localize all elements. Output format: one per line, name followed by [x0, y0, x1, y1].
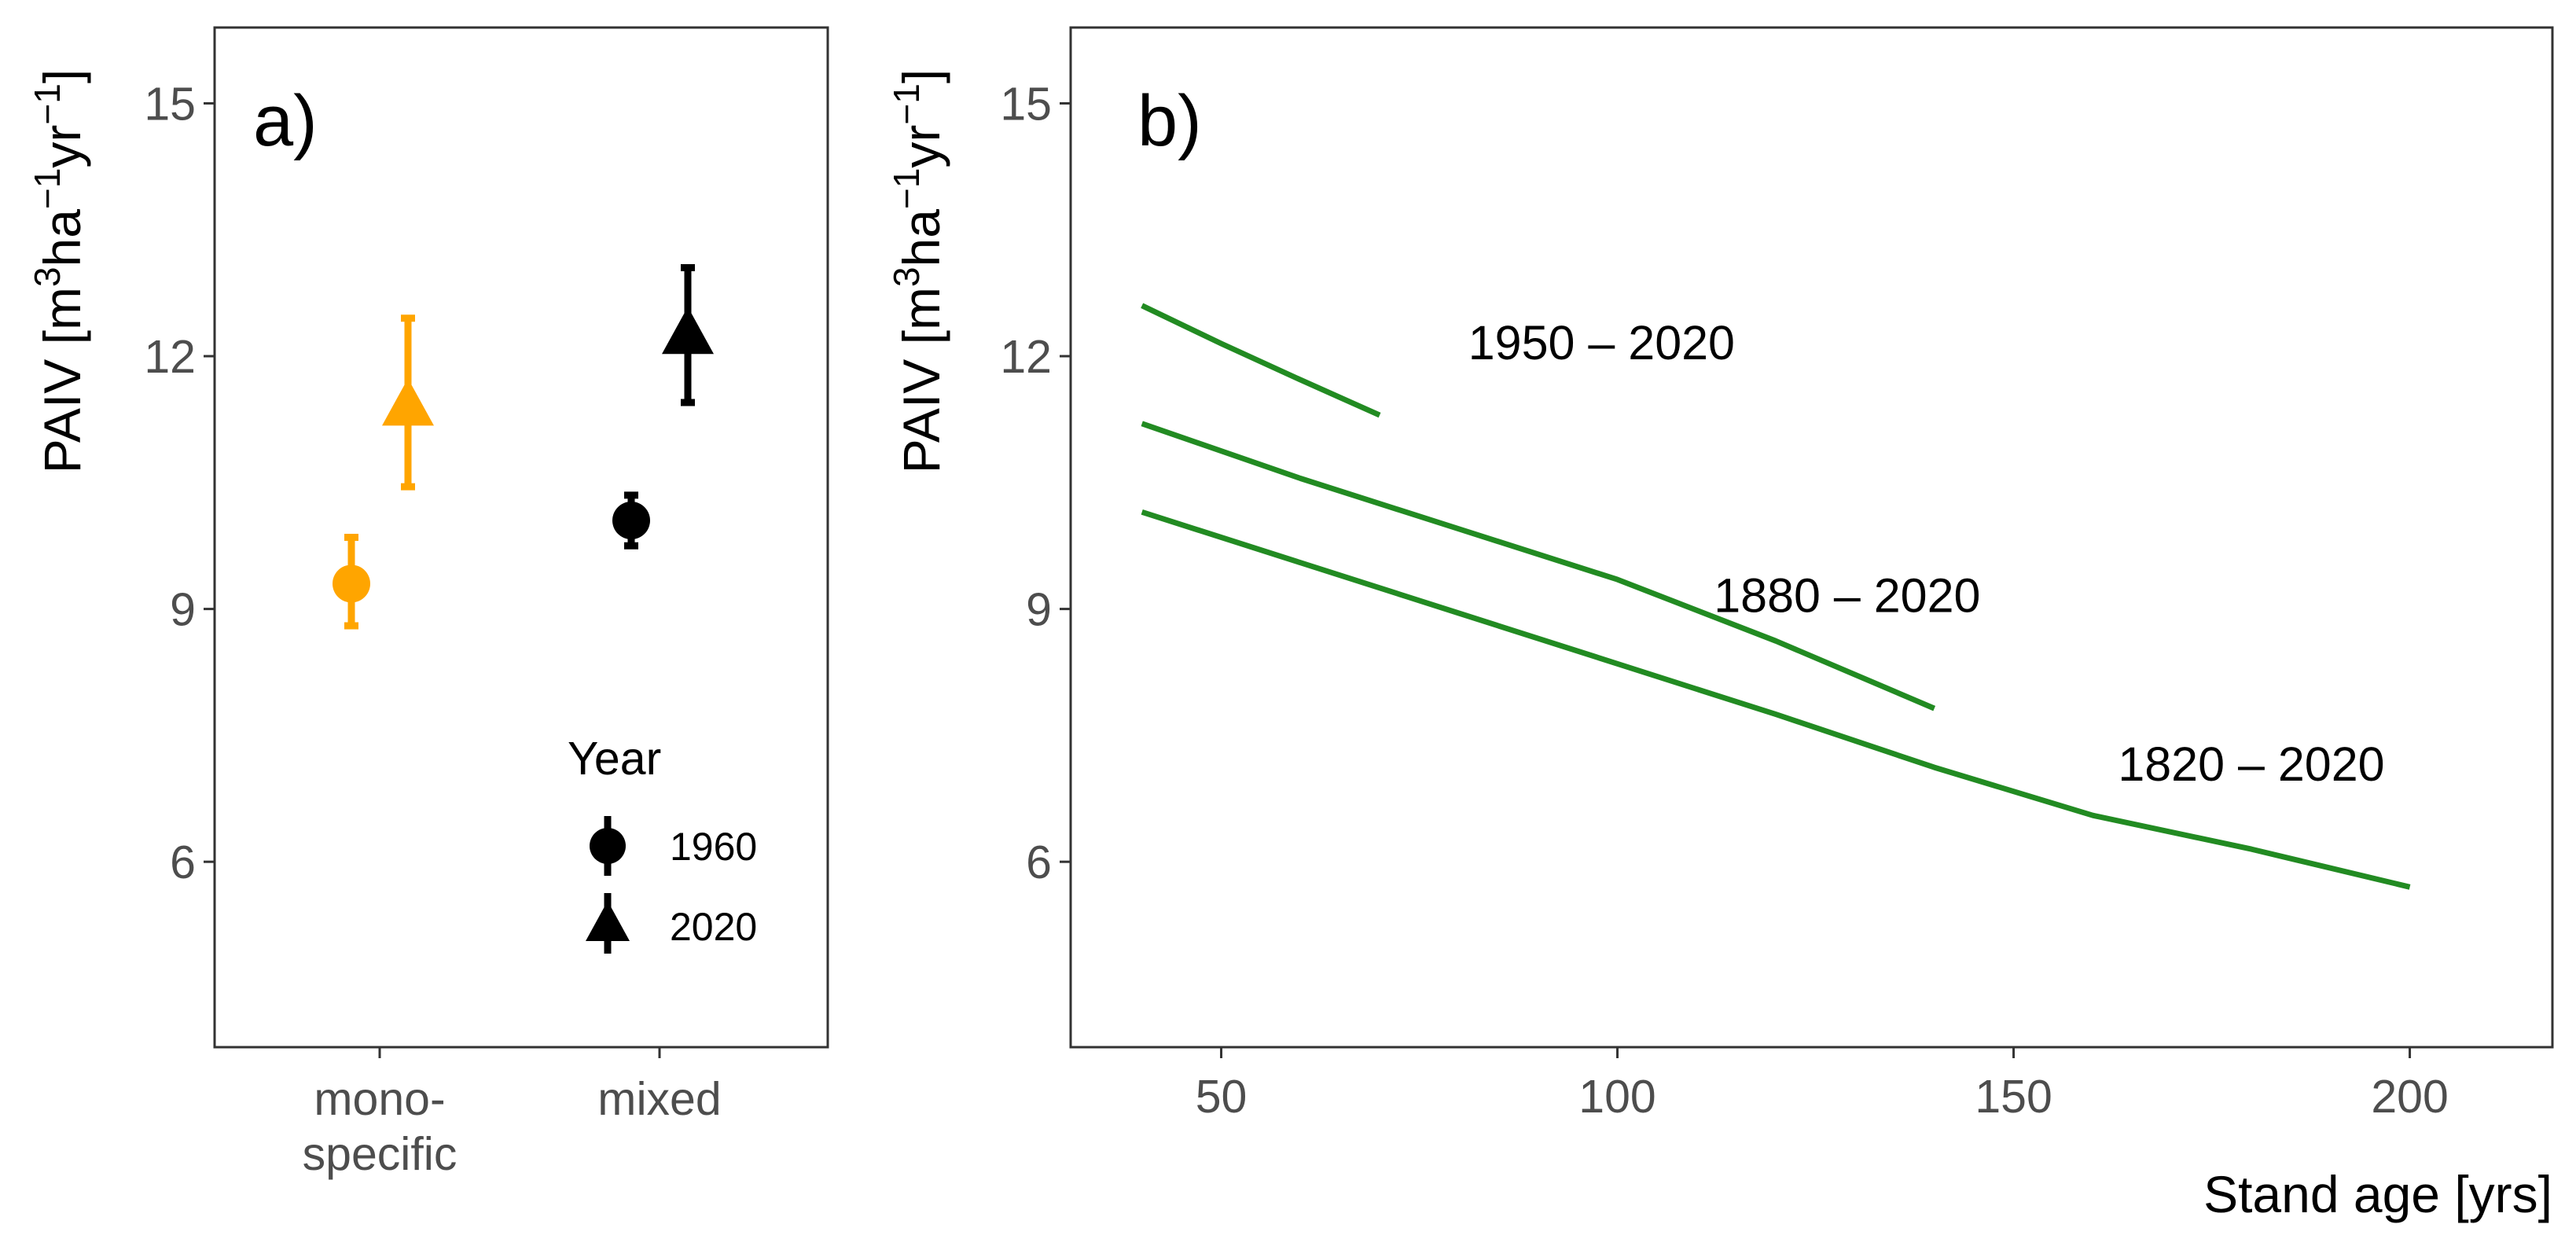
panel-a-x-ticks: mono-specific mixed	[303, 1047, 722, 1180]
panel-b-y-axis-title: PAIV [m3ha−1yr−1]	[886, 69, 950, 473]
a-point-2020	[662, 307, 714, 355]
b-line-series	[1141, 509, 2411, 890]
b-annotation-label: 1950 – 2020	[1468, 316, 1735, 369]
panel-a-y-axis-title: PAIV [m3ha−1yr−1]	[27, 69, 91, 473]
panel-a: a) 6 9 12 15 mono-specific mixed PAIV [m3ha−…	[27, 26, 829, 1180]
a-y-tick-label: 15	[144, 78, 196, 130]
a-y-tick-label: 12	[144, 331, 196, 383]
panel-b-x-axis-title: Stand age [yrs]	[2203, 1165, 2552, 1223]
legend: Year 1960 2020	[568, 733, 757, 954]
a-x-tick-label: specific	[303, 1128, 458, 1180]
panel-b-label: b)	[1137, 81, 1202, 161]
legend-label-2020: 2020	[670, 905, 757, 949]
legend-label-1960: 1960	[670, 825, 757, 869]
b-line-series	[1141, 303, 1381, 418]
a-y-tick-label: 6	[170, 836, 196, 888]
b-line-series	[1141, 421, 1936, 711]
a-point-1960	[333, 564, 370, 603]
b-y-tick-label: 6	[1026, 836, 1052, 888]
legend-key-1960-circle	[590, 828, 626, 864]
panel-b-lines	[1141, 303, 2411, 890]
panel-b-border	[1069, 26, 2554, 1049]
b-x-tick-label: 200	[2371, 1071, 2448, 1123]
b-annotation-label: 1880 – 2020	[1714, 569, 1980, 623]
b-x-tick-label: 100	[1578, 1071, 1655, 1123]
panel-b-y-ticks: 6 9 12 15	[1000, 78, 1071, 888]
a-x-tick-label: mixed	[597, 1073, 721, 1125]
panel-a-points	[333, 263, 714, 630]
b-annotation-label: 1820 – 2020	[2118, 737, 2384, 791]
panel-a-border	[213, 26, 829, 1049]
b-x-tick-label: 150	[1975, 1071, 2052, 1123]
a-x-tick-label: mono-	[314, 1073, 445, 1125]
panel-b-annotations: 1950 – 2020 1880 – 2020 1820 – 2020	[1468, 316, 2385, 791]
a-point-1960	[612, 502, 650, 540]
panel-a-label: a)	[253, 81, 318, 161]
legend-key-2020-triangle	[586, 901, 630, 941]
b-x-tick-label: 50	[1196, 1071, 1248, 1123]
b-y-tick-label: 15	[1000, 78, 1052, 130]
b-y-tick-label: 9	[1026, 584, 1052, 636]
b-y-tick-label: 12	[1000, 331, 1052, 383]
panel-a-y-ticks: 6 9 12 15	[144, 78, 215, 888]
a-point-2020	[382, 378, 434, 426]
a-y-tick-label: 9	[170, 584, 196, 636]
legend-title: Year	[568, 733, 661, 785]
panel-b-x-ticks: 50 100 150 200	[1196, 1047, 2449, 1123]
panel-b: b) 6 9 12 15 50 100 150 200 1950 – 2020 1880 – …	[886, 26, 2554, 1223]
